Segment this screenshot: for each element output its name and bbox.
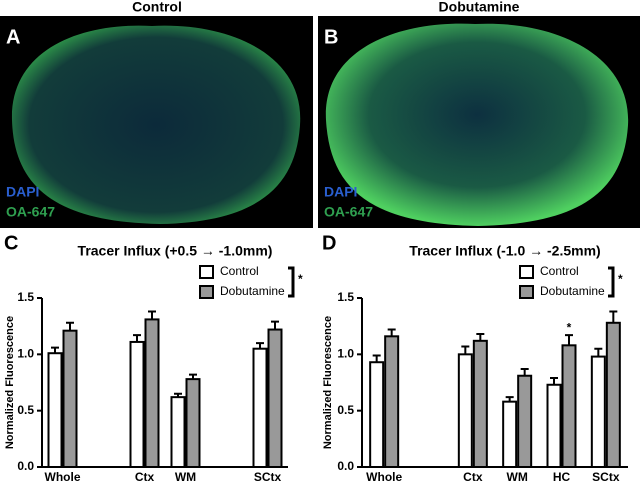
bar	[144, 318, 160, 469]
y-axis-label: Normalized Fluorescence	[4, 316, 16, 449]
error-bar	[189, 373, 197, 380]
y-tick-label: 1.5	[17, 290, 34, 304]
legend-label: Control	[220, 264, 259, 278]
chart-title: Tracer Influx (+0.5 → -1.0mm)	[78, 243, 273, 259]
error-bar	[565, 334, 573, 346]
legend-swatch	[519, 265, 534, 279]
stain-label: DAPI	[6, 184, 39, 200]
legend-label: Dobutamine	[540, 284, 605, 298]
bar	[47, 352, 63, 468]
x-tick-label: HC	[553, 470, 571, 484]
legend-swatch	[199, 285, 214, 299]
brain-section	[11, 25, 301, 224]
bar	[472, 339, 488, 468]
bar	[546, 383, 562, 468]
image-title: Dobutamine	[439, 0, 520, 15]
panel-letter: D	[322, 232, 336, 254]
bar	[170, 396, 186, 468]
legend-swatch	[199, 265, 214, 279]
y-tick-label: 1.0	[337, 347, 354, 361]
significance-bracket	[288, 266, 295, 298]
error-bar	[271, 320, 279, 330]
error-bar	[550, 376, 558, 385]
y-tick-label: 0.0	[337, 459, 354, 473]
significance-label: *	[618, 272, 623, 286]
stain-label: OA-647	[6, 204, 55, 220]
error-bar	[174, 392, 182, 398]
bar	[384, 335, 400, 468]
bar	[252, 347, 268, 469]
error-bar	[461, 345, 470, 355]
legend-label: Control	[540, 264, 579, 278]
bar	[502, 400, 518, 468]
stain-label: OA-647	[324, 204, 373, 220]
x-tick-label: Ctx	[135, 470, 155, 484]
annotation: *	[567, 320, 572, 334]
bar	[185, 378, 201, 468]
y-tick-label: 0.5	[17, 403, 34, 417]
y-tick-label: 0.5	[337, 403, 354, 417]
bar	[590, 355, 606, 468]
bar	[129, 340, 145, 468]
y-tick-label: 1.5	[337, 290, 354, 304]
panel-letter: C	[4, 232, 18, 254]
error-bar	[387, 328, 396, 337]
brain-section	[325, 23, 629, 227]
error-bar	[476, 333, 485, 341]
x-tick-label: Ctx	[463, 470, 483, 484]
error-bar	[133, 334, 141, 342]
y-axis-label: Normalized Fluorescence	[322, 316, 334, 449]
bar	[457, 353, 473, 469]
y-tick-label: 0.0	[17, 459, 34, 473]
x-tick-label: Whole	[45, 470, 81, 484]
chart-title: Tracer Influx (-1.0 → -2.5mm)	[409, 243, 600, 259]
panel-letter: B	[324, 26, 338, 48]
error-bar	[66, 321, 74, 331]
x-tick-label: Whole	[366, 470, 402, 484]
error-bar	[148, 310, 156, 320]
bar	[369, 361, 385, 468]
x-tick-label: SCtx	[592, 470, 620, 484]
significance-label: *	[298, 272, 303, 286]
bar	[561, 344, 577, 469]
legend-label: Dobutamine	[220, 284, 285, 298]
error-bar	[505, 396, 514, 402]
image-title: Control	[132, 0, 182, 15]
significance-bracket	[608, 266, 615, 298]
error-bar	[51, 346, 59, 354]
x-tick-label: WM	[175, 470, 196, 484]
error-bar	[256, 342, 264, 349]
legend-swatch	[519, 285, 534, 299]
x-tick-label: WM	[507, 470, 528, 484]
bar	[267, 328, 283, 468]
y-tick-label: 1.0	[17, 347, 34, 361]
x-tick-label: SCtx	[254, 470, 282, 484]
panel-letter: A	[6, 26, 20, 48]
error-bar	[594, 347, 603, 357]
error-bar	[609, 310, 618, 323]
bar	[62, 329, 78, 468]
stain-label: DAPI	[324, 184, 357, 200]
error-bar	[520, 367, 529, 376]
bar	[605, 321, 621, 468]
error-bar	[372, 354, 381, 363]
bar	[517, 374, 533, 468]
